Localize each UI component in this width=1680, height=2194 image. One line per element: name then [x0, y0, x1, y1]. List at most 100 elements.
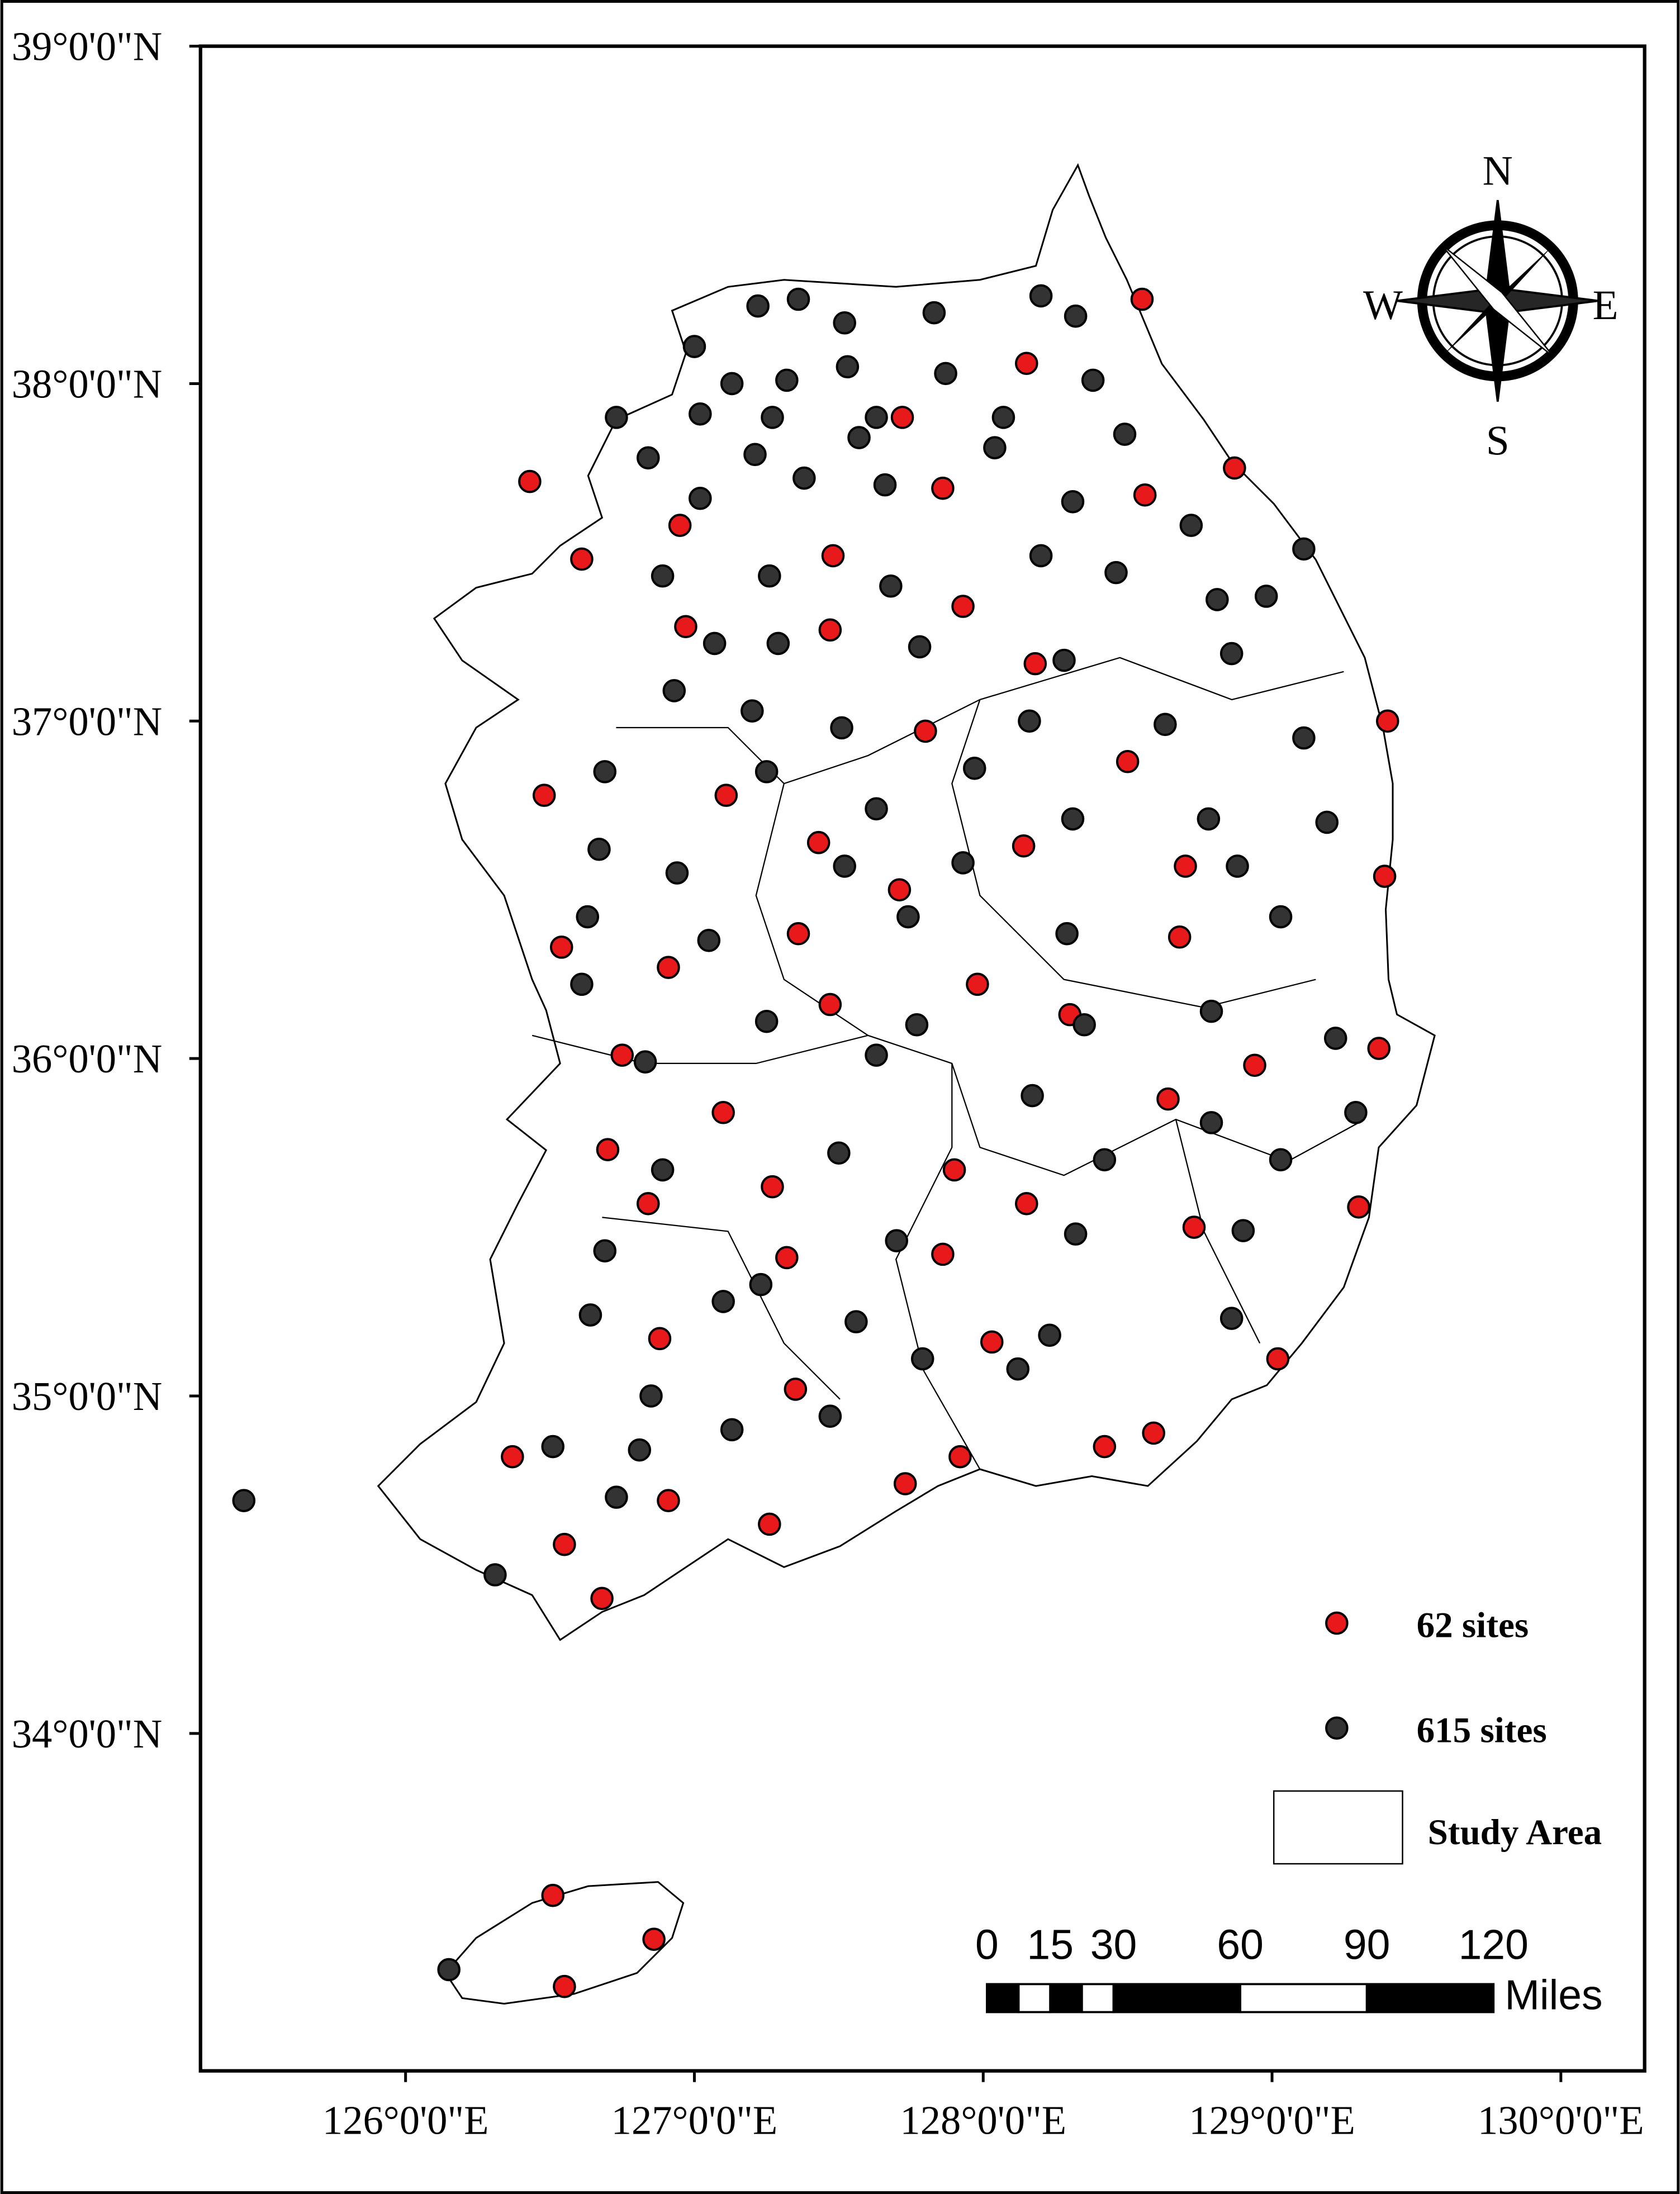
scale-tick-label: 30 [1090, 1921, 1137, 1968]
site-marker [576, 905, 600, 929]
site-marker [720, 372, 744, 396]
site-marker [593, 760, 617, 783]
site-marker [818, 992, 842, 1017]
site-marker [1061, 490, 1085, 514]
site-marker [775, 1246, 799, 1270]
site-marker [1023, 652, 1047, 676]
site-marker [827, 1141, 851, 1165]
site-marker [847, 426, 871, 449]
site-marker [865, 406, 888, 429]
site-marker [628, 1438, 652, 1462]
site-marker [942, 1158, 966, 1182]
site-marker [1292, 537, 1316, 561]
site-marker [893, 1472, 917, 1495]
legend-label: Study Area [1428, 1812, 1602, 1853]
site-marker [1156, 1087, 1180, 1111]
site-marker [1344, 1100, 1368, 1124]
legend-label: 62 sites [1417, 1605, 1529, 1645]
compass-north: N [1483, 148, 1513, 194]
scale-unit: Miles [1505, 1971, 1602, 2018]
site-marker [879, 574, 903, 598]
site-marker [890, 406, 914, 429]
site-marker [1064, 1222, 1088, 1246]
y-tick-label: 38°0'0"N [12, 362, 162, 407]
scale-tick-label: 0 [975, 1921, 999, 1968]
site-marker [836, 355, 860, 379]
jeju-outline [444, 1881, 685, 2005]
site-marker [593, 1239, 617, 1263]
site-marker [1168, 925, 1192, 949]
site-marker [714, 783, 738, 807]
x-tick-label: 127°0'0"E [611, 2097, 778, 2143]
y-tick-label: 34°0'0"N [12, 1711, 162, 1756]
x-tick-label: 128°0'0"E [900, 2097, 1066, 2143]
site-marker [962, 757, 986, 780]
site-marker [1323, 1027, 1347, 1050]
site-marker [980, 1330, 1004, 1354]
site-marker [786, 922, 810, 946]
site-marker [605, 1485, 628, 1509]
compass-star-shade [1397, 289, 1599, 312]
site-marker [754, 760, 779, 783]
site-marker [689, 402, 712, 426]
site-marker [633, 1050, 657, 1074]
site-marker [1014, 1192, 1038, 1215]
site-marker [1061, 807, 1085, 831]
site-marker [711, 1290, 735, 1313]
site-marker [549, 935, 573, 959]
site-marker [922, 301, 946, 325]
site-marker [786, 287, 810, 311]
site-marker [1055, 922, 1079, 946]
site-marker [541, 1883, 565, 1907]
site-marker [1029, 544, 1053, 568]
site-marker [518, 469, 542, 493]
site-marker [1292, 726, 1316, 750]
site-marker [570, 547, 594, 571]
x-tick-label: 126°0'0"E [322, 2097, 489, 2143]
site-marker [1038, 1323, 1061, 1347]
site-marker [570, 972, 594, 996]
site-marker [662, 679, 686, 702]
site-marker [1133, 483, 1157, 507]
site-marker [792, 466, 816, 490]
site-marker [951, 595, 975, 618]
site-marker [651, 1158, 675, 1182]
compass-star-diagonal [1441, 244, 1554, 358]
site-marker [741, 699, 764, 723]
study-area-swatch [1273, 1790, 1403, 1865]
site-marker [865, 797, 888, 821]
site-marker [784, 1378, 808, 1401]
site-marker [541, 1435, 565, 1459]
scale-segment [1112, 1983, 1241, 2013]
site-marker [532, 783, 556, 807]
compass-rose [1397, 200, 1599, 402]
site-marker [991, 406, 1015, 429]
site-marker [636, 446, 660, 470]
site-marker [914, 719, 937, 743]
site-marker [1199, 999, 1223, 1023]
site-marker [1199, 1111, 1223, 1134]
site-marker [1029, 284, 1053, 308]
site-marker [1130, 287, 1154, 311]
site-marker [830, 716, 853, 740]
scale-segment [1239, 1983, 1368, 2013]
site-marker [948, 1445, 972, 1469]
site-marker [761, 406, 784, 429]
scale-segment [1017, 1983, 1052, 2013]
site-marker [746, 294, 770, 318]
site-marker [596, 1138, 620, 1161]
site-marker [610, 1043, 634, 1067]
site-marker [1116, 749, 1140, 773]
scale-tick-label: 90 [1344, 1921, 1390, 1968]
site-marker [1142, 1421, 1165, 1445]
legend-marker [1325, 1611, 1349, 1635]
site-marker [873, 473, 897, 497]
site-marker [1219, 1307, 1244, 1330]
site-marker [1226, 854, 1249, 878]
scale-tick-label: 120 [1459, 1921, 1529, 1968]
site-marker [1021, 1084, 1044, 1108]
site-marker [821, 544, 845, 568]
site-marker [1052, 648, 1076, 672]
